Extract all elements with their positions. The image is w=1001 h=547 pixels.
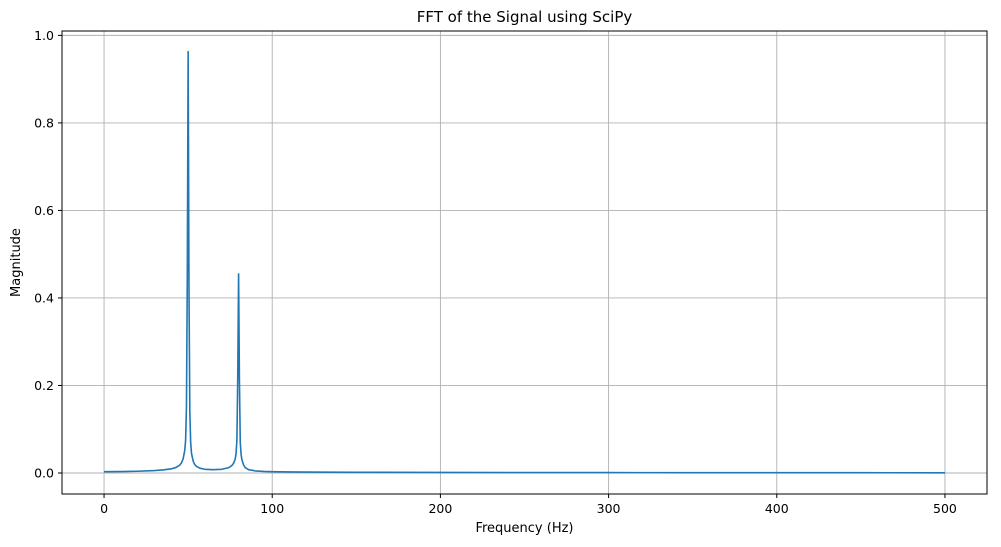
x-tick-label: 200 bbox=[428, 501, 452, 516]
y-tick-label: 0.6 bbox=[34, 203, 54, 218]
x-tick-label: 300 bbox=[597, 501, 621, 516]
y-axis-label: Magnitude bbox=[9, 228, 24, 297]
series-layer bbox=[104, 50, 945, 474]
x-tick-label: 0 bbox=[100, 501, 108, 516]
chart-title: FFT of the Signal using SciPy bbox=[417, 8, 633, 26]
y-tick-label: 0.8 bbox=[34, 115, 54, 130]
x-tick-label: 400 bbox=[765, 501, 789, 516]
y-tick-label: 0.2 bbox=[34, 378, 54, 393]
series-line bbox=[104, 50, 945, 474]
x-axis-label: Frequency (Hz) bbox=[475, 521, 573, 536]
x-axis-ticks: 0 100 200 300 400 500 bbox=[100, 494, 957, 516]
y-tick-label: 0.0 bbox=[34, 465, 54, 480]
y-tick-label: 0.4 bbox=[34, 290, 54, 305]
x-tick-label: 100 bbox=[260, 501, 284, 516]
y-axis-ticks: 0.0 0.2 0.4 0.6 0.8 1.0 bbox=[34, 28, 62, 480]
x-tick-label: 500 bbox=[933, 501, 957, 516]
grid bbox=[62, 31, 987, 494]
y-tick-label: 1.0 bbox=[34, 28, 54, 43]
plot-frame bbox=[61, 30, 988, 495]
